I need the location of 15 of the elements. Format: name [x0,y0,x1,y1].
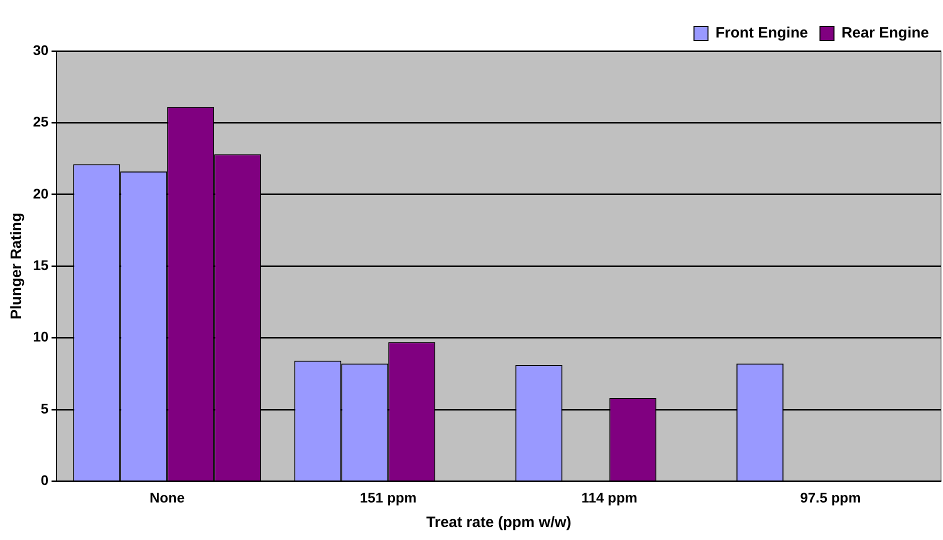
legend-label: Front Engine [715,24,808,42]
y-tick-label: 0 [40,472,49,488]
y-axis-title: Plunger Rating [8,212,26,320]
y-tick-label: 20 [32,185,49,202]
x-axis-title: Treat rate (ppm w/w) [426,514,572,532]
legend-label: Rear Engine [841,24,930,42]
y-tick-label: 10 [32,328,49,345]
x-tick-label: 151 ppm [360,489,417,506]
y-tick-label: 15 [32,256,49,273]
x-tick-label: 114 ppm [581,489,638,506]
y-tick-label: 5 [40,400,49,416]
x-tick-label: 97.5 ppm [800,489,861,506]
y-tick-label: 30 [32,42,49,58]
x-tick-label: None [150,489,185,506]
y-tick-label: 25 [32,114,49,130]
